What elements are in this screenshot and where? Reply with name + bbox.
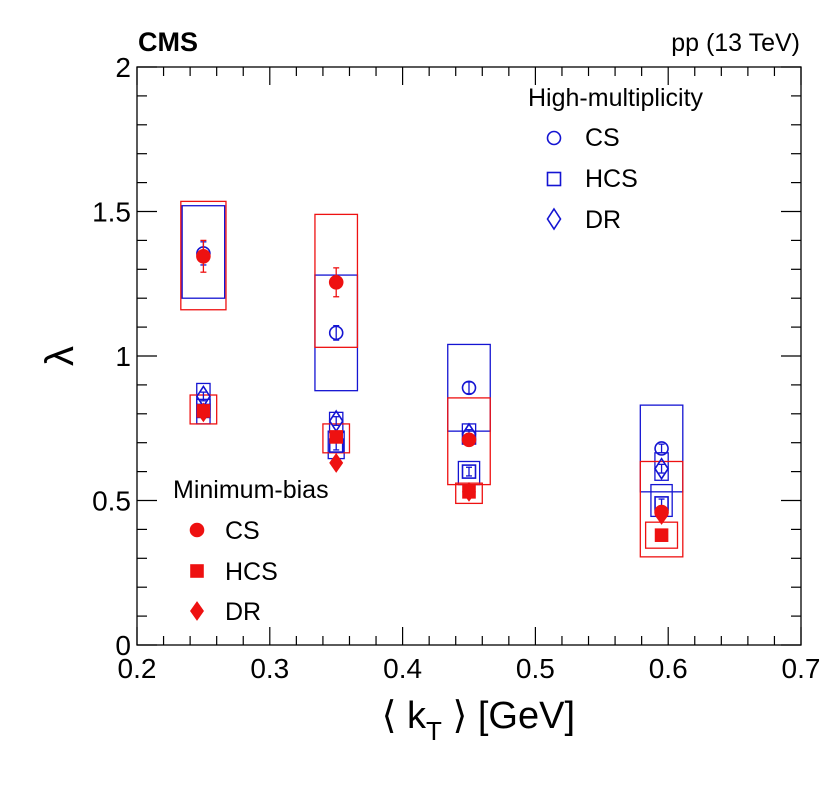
high-multiplicity-csmarker — [461, 380, 477, 396]
minimum-bias-hcsmarker — [654, 528, 669, 542]
legend-min-cs-marker — [189, 522, 205, 538]
legend-high-dr-marker — [546, 207, 562, 231]
minimum-bias-csmarker — [461, 432, 477, 448]
high-multiplicity-drmarker — [654, 457, 670, 481]
y-tick-label: 2 — [115, 52, 131, 83]
x-tick-label: 0.6 — [649, 653, 688, 684]
minimum-bias-drmarker — [196, 402, 211, 423]
x-axis-label-main: ⟨ k — [382, 695, 427, 737]
minimum-bias-cssys-box — [180, 200, 227, 311]
legend-high-hcs-label: HCS — [585, 165, 638, 193]
y-tick-label: 1 — [115, 341, 131, 372]
x-axis-label-suffix: ⟩ [GeV] — [442, 695, 575, 737]
y-axis-label: λ — [38, 346, 82, 366]
y-tick-label: 1.5 — [92, 197, 131, 228]
minimum-bias-drmarker — [462, 481, 476, 502]
minimum-bias-csmarker — [196, 248, 211, 264]
minimum-bias-cssys-box — [314, 213, 359, 348]
legend-high-dr-label: DR — [585, 206, 621, 234]
legend-high-cs-label: CS — [585, 124, 620, 152]
minimum-bias-drmarker — [654, 505, 669, 525]
energy-label: pp (13 TeV) — [671, 29, 800, 57]
legend-high-cs-marker — [546, 130, 562, 146]
x-tick-label: 0.5 — [516, 653, 555, 684]
minimum-bias-drmarker — [329, 453, 344, 473]
x-tick-label: 0.2 — [118, 653, 157, 684]
minimum-bias-csmarker — [328, 275, 344, 290]
legend-min-cs-label: CS — [225, 517, 260, 545]
experiment-label: CMS — [138, 27, 198, 57]
legend-min-title: Minimum-bias — [173, 476, 329, 504]
x-tick-label: 0.3 — [250, 653, 289, 684]
high-multiplicity-hcsmarker — [461, 464, 477, 479]
x-axis-label-subscript: T — [426, 716, 442, 746]
high-multiplicity-cssys-box — [181, 205, 226, 299]
y-tick-label: 0.5 — [92, 486, 131, 517]
high-multiplicity-csmarker — [328, 325, 344, 341]
minimum-bias-cssys-box — [639, 460, 684, 558]
legend-min-hcs-marker — [190, 564, 204, 578]
y-tick-label: 0 — [115, 630, 131, 661]
legend-min-dr-marker — [190, 601, 204, 621]
x-axis-label: ⟨ kT ⟩ [GeV] — [382, 695, 575, 746]
legend-high-title: High-multiplicity — [528, 84, 704, 112]
legend-min-hcs-label: HCS — [225, 558, 278, 586]
x-tick-label: 0.7 — [782, 653, 821, 684]
high-multiplicity-cssys-box — [639, 404, 684, 493]
legend-high-hcs-marker — [546, 171, 562, 187]
legend-min-dr-label: DR — [225, 598, 261, 626]
high-multiplicity-csmarker — [654, 441, 669, 456]
minimum-bias-hcsmarker — [329, 430, 344, 444]
x-tick-label: 0.4 — [383, 653, 422, 684]
